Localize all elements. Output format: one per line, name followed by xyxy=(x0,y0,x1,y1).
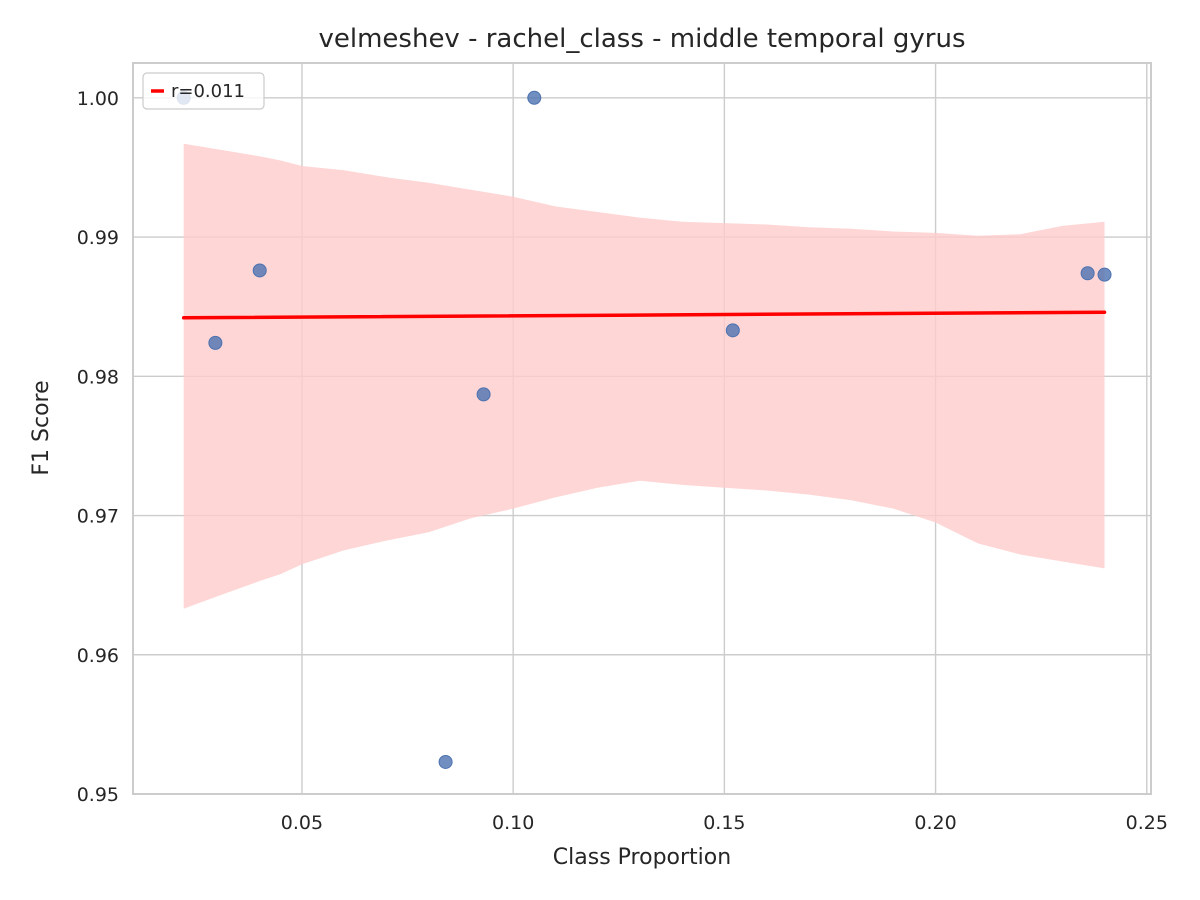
x-axis-label: Class Proportion xyxy=(553,845,731,870)
data-point xyxy=(208,335,223,350)
data-point xyxy=(1097,267,1112,282)
y-axis-label: F1 Score xyxy=(29,380,54,475)
x-tick-label: 0.20 xyxy=(914,812,956,834)
chart-title: velmeshev - rachel_class - middle tempor… xyxy=(318,24,965,54)
legend-box xyxy=(142,72,265,110)
legend-label: r=0.011 xyxy=(171,81,245,102)
y-tick-label: 1.00 xyxy=(77,88,119,110)
data-point xyxy=(252,263,267,278)
y-tick-label: 0.95 xyxy=(77,784,119,806)
data-point xyxy=(1080,266,1095,281)
data-point xyxy=(476,387,491,402)
x-tick-label: 0.25 xyxy=(1126,812,1168,834)
x-tick-label: 0.15 xyxy=(703,812,745,834)
y-tick-label: 0.97 xyxy=(77,506,119,528)
data-point xyxy=(527,90,542,105)
y-tick-label: 0.96 xyxy=(77,645,119,667)
y-tick-label: 0.99 xyxy=(77,227,119,249)
axes-frame xyxy=(132,62,1152,795)
y-tick-label: 0.98 xyxy=(77,366,119,388)
plot-area: 0.05 0.10 0.15 0.20 0.25 0.95 0.96 0.97 0.98 0.99… xyxy=(77,62,1168,834)
data-point xyxy=(438,754,453,769)
x-tick-label: 0.05 xyxy=(281,812,323,834)
regression-line xyxy=(181,310,1107,320)
x-tick-label: 0.10 xyxy=(492,812,534,834)
confidence-band xyxy=(183,143,1105,609)
data-point xyxy=(725,323,740,338)
